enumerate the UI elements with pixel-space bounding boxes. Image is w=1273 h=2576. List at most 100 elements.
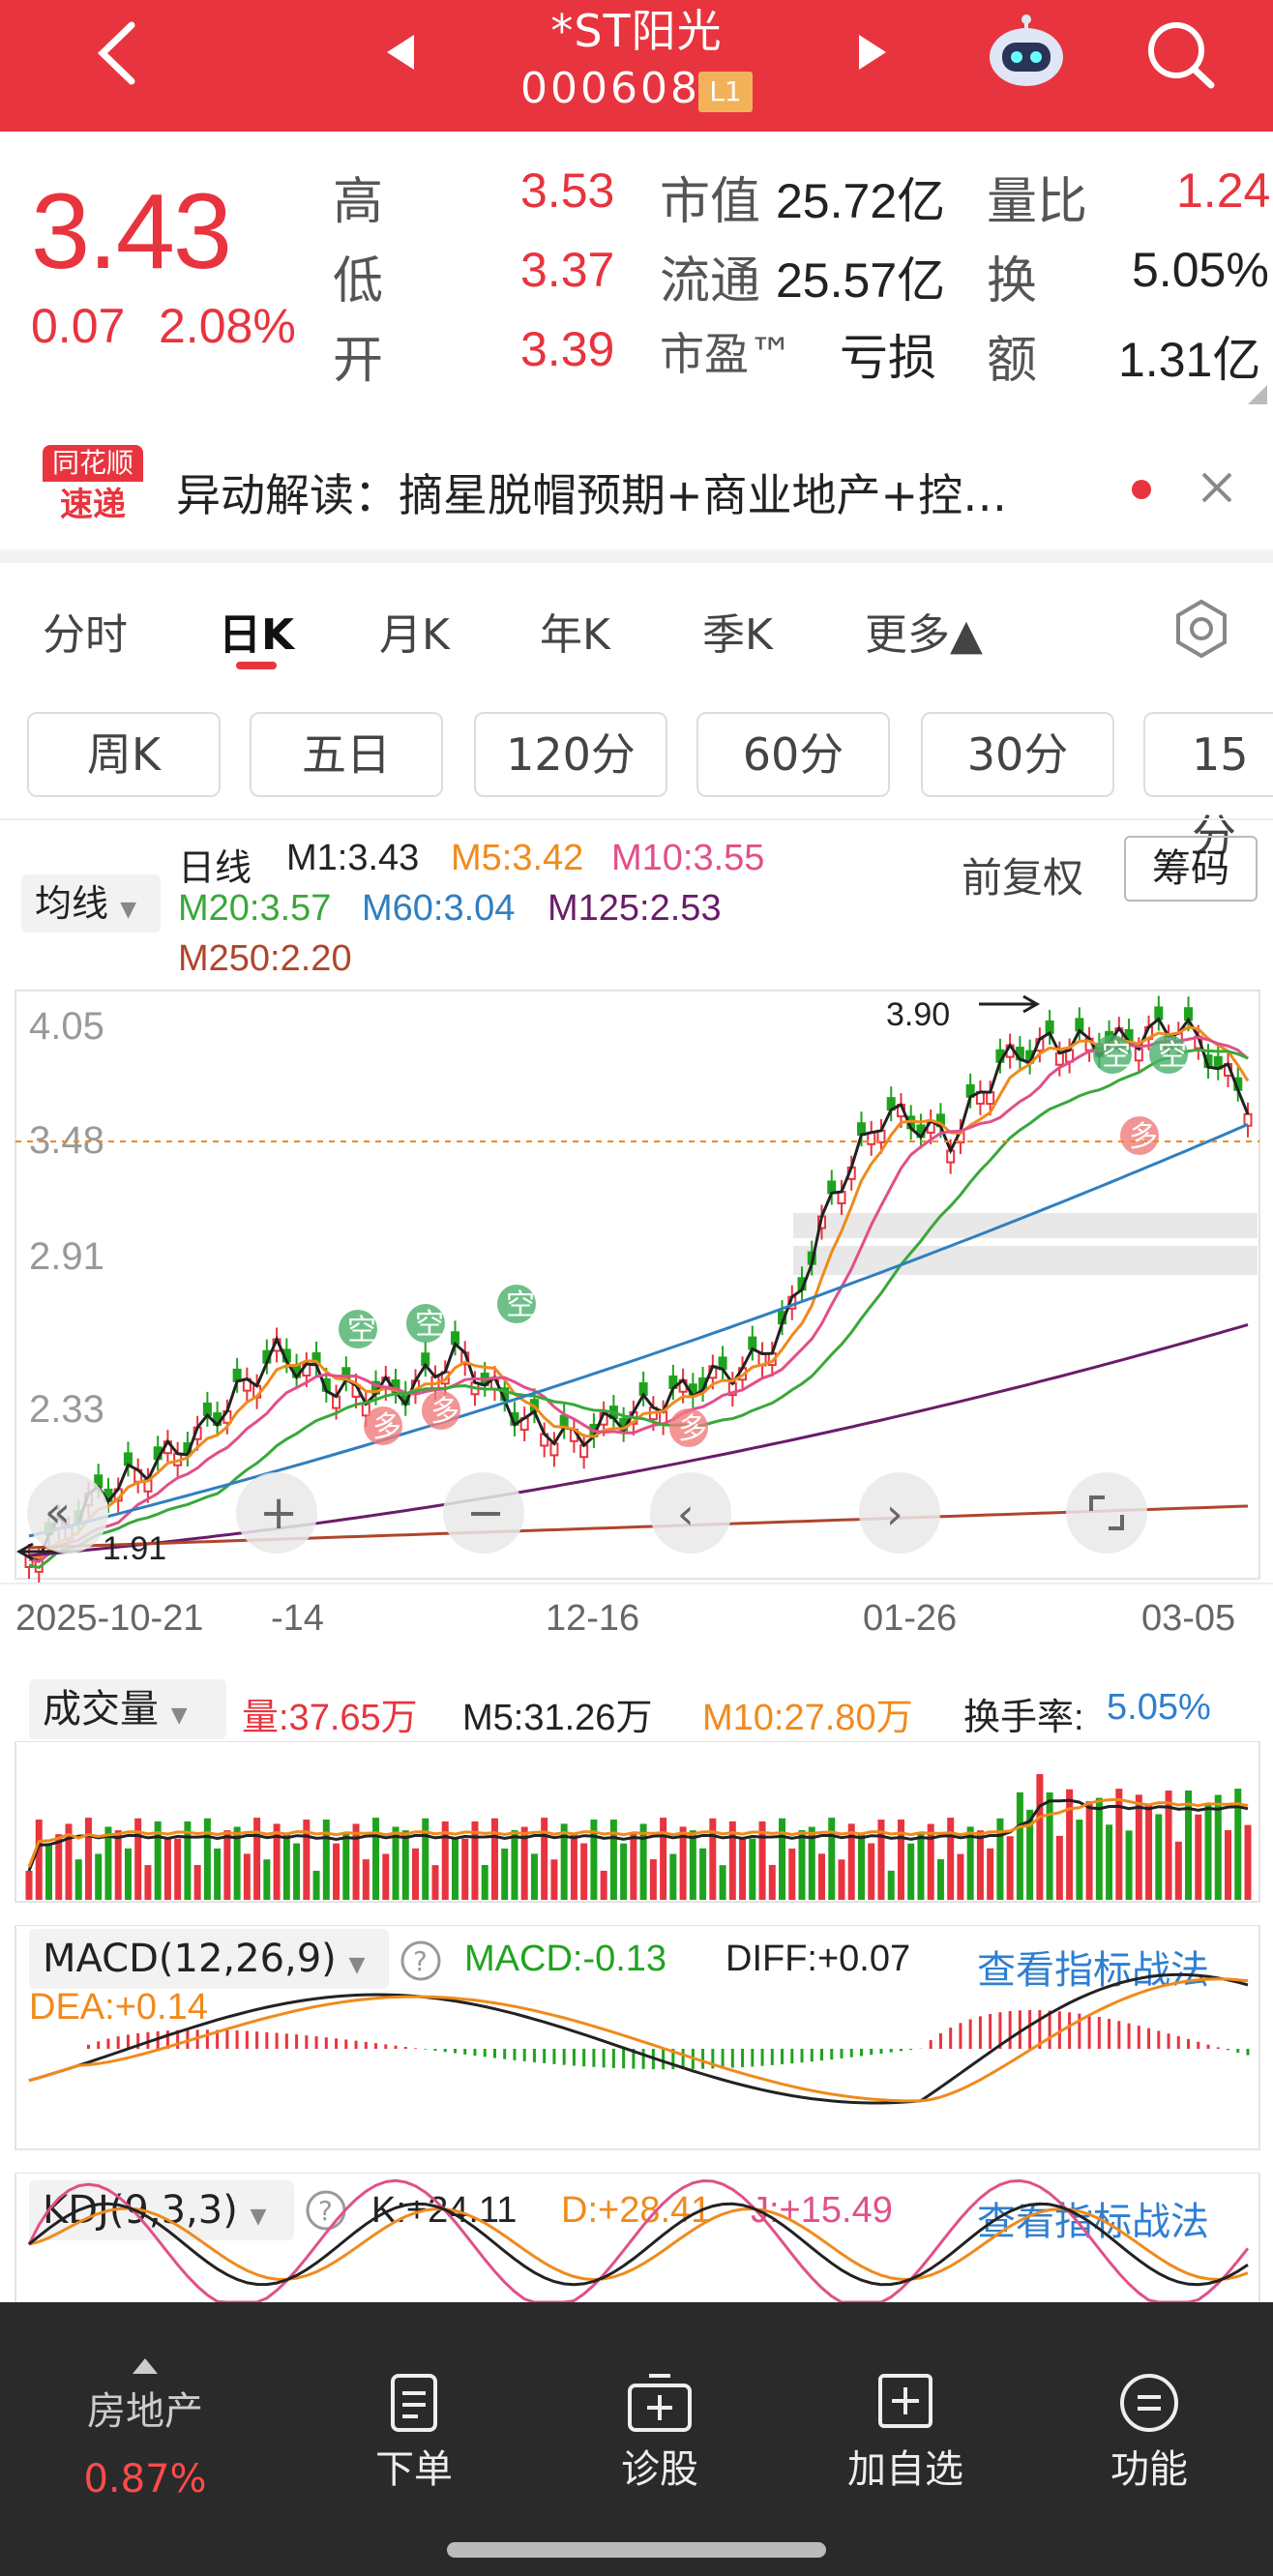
macd-value: MACD:-0.13	[464, 1939, 667, 1979]
tab-more[interactable]: 更多▲	[865, 610, 983, 660]
volume-bar	[25, 1871, 33, 1900]
open-value: 3.39	[520, 322, 615, 376]
volume-bar	[214, 1848, 222, 1900]
unread-dot	[1132, 480, 1151, 499]
sub-tab-15min[interactable]: 15分	[1143, 712, 1273, 862]
volume-bar	[174, 1838, 182, 1900]
volume-bar	[74, 1859, 82, 1900]
robot-assistant-icon[interactable]	[983, 14, 1070, 91]
kdj-j: J:+15.49	[751, 2190, 893, 2231]
turnover-value: 5.05%	[1132, 243, 1269, 297]
ths-logo: 同花顺 速递	[43, 445, 143, 528]
turnover-rate-value: 5.05%	[1107, 1687, 1211, 1728]
volume-ma5	[27, 1798, 1249, 1872]
level-badge: L1	[698, 72, 753, 112]
volume-bar	[511, 1830, 518, 1900]
expand-corner-icon[interactable]	[1248, 385, 1267, 404]
search-icon[interactable]	[1141, 15, 1219, 93]
kdj-chart[interactable]	[0, 2173, 1273, 2302]
back-icon[interactable]	[93, 19, 141, 87]
volume-bar	[1155, 1814, 1163, 1900]
news-text[interactable]: 异动解读：摘星脱帽预期+商业地产+控…	[176, 469, 1008, 521]
date-tick: 2025-10-21	[15, 1598, 204, 1639]
price-tick: 2.91	[29, 1235, 104, 1278]
kdj-k-line	[28, 2202, 1249, 2287]
close-icon[interactable]	[1198, 468, 1236, 507]
volume-bar	[1225, 1829, 1232, 1900]
zoom-out-button	[443, 1472, 524, 1554]
volume-bar	[1185, 1790, 1193, 1900]
tab-daily-k[interactable]: 日K	[219, 610, 295, 660]
divider	[0, 818, 1273, 820]
scroll-right-button	[859, 1472, 940, 1554]
low-mark: 1.91	[103, 1530, 166, 1567]
sub-tab-30min[interactable]: 30分	[921, 712, 1114, 797]
high-value: 3.53	[520, 163, 615, 218]
adjust-label[interactable]: 前复权	[962, 854, 1084, 902]
vol-ratio-value: 1.24	[1176, 163, 1271, 218]
volume-chart[interactable]	[0, 1741, 1273, 1906]
stock-name: *ST阳光	[550, 5, 723, 57]
tab-quarterly-k[interactable]: 季K	[702, 610, 773, 660]
volume-bar	[857, 1834, 865, 1900]
next-stock-icon[interactable]	[855, 33, 888, 72]
volume-bar	[609, 1819, 617, 1900]
ma-dropdown[interactable]: 均线 ▼	[21, 874, 161, 933]
date-tick: -14	[271, 1598, 324, 1639]
nav-functions[interactable]: 功能	[1052, 2372, 1246, 2494]
mktcap-value: 25.72亿	[776, 174, 946, 228]
tab-yearly-k[interactable]: 年K	[540, 610, 610, 660]
active-tab-indicator	[236, 662, 277, 669]
volume-bar	[560, 1823, 568, 1900]
volume-bar	[808, 1826, 815, 1900]
sub-tab-60min[interactable]: 60分	[696, 712, 890, 797]
signal-badge	[1149, 1035, 1188, 1074]
nav-order[interactable]: 下单	[317, 2372, 511, 2494]
volume-bar	[1095, 1797, 1103, 1900]
volume-bar	[203, 1818, 211, 1900]
volume-bar	[1174, 1841, 1182, 1900]
nav-diagnose[interactable]: 诊股	[563, 2372, 756, 2494]
kdj-dropdown[interactable]: KDJ(9,3,3) ▼	[29, 2180, 294, 2240]
signal-badge	[497, 1285, 536, 1323]
volume-bar	[887, 1870, 895, 1900]
volume-bar	[689, 1830, 696, 1900]
help-icon[interactable]: ?	[399, 1939, 443, 1983]
candle	[332, 1395, 341, 1409]
volume-bar	[412, 1848, 420, 1900]
tab-monthly-k[interactable]: 月K	[379, 610, 450, 660]
volume-bar	[728, 1821, 736, 1900]
pe-value: 亏损	[840, 331, 936, 385]
ma-m20: M20:3.57	[178, 888, 332, 929]
sub-tab-120min[interactable]: 120分	[474, 712, 667, 797]
volume-dropdown[interactable]: 成交量 ▼	[29, 1679, 226, 1739]
sector-info[interactable]: 房地产 0.87%	[48, 2356, 242, 2502]
ma-m1: M1:3.43	[286, 838, 420, 878]
chip-button[interactable]: 筹码	[1124, 836, 1258, 902]
volume-bar	[739, 1838, 747, 1900]
price-tick: 4.05	[29, 1005, 104, 1048]
macd-chart[interactable]	[0, 1925, 1273, 2153]
sub-tab-5day[interactable]: 五日	[250, 712, 443, 797]
volume-bar	[1016, 1791, 1023, 1900]
volume-bar	[382, 1853, 390, 1900]
turnover-label: 换	[987, 252, 1038, 311]
volume-bar	[1106, 1824, 1113, 1900]
pe-label: 市盈™	[660, 328, 793, 380]
volume-bar	[154, 1821, 162, 1900]
kline-chart[interactable]: 空空空空 空多 多多多 3.90 1.91 4.05 3.48 2.91 2.33 …	[0, 985, 1273, 1662]
settings-icon[interactable]	[1170, 598, 1232, 660]
nav-add-watchlist[interactable]: 加自选	[809, 2372, 1002, 2494]
volume-bar	[243, 1853, 251, 1900]
volume-bar	[976, 1830, 984, 1900]
news-bar[interactable]: 同花顺 速递 异动解读：摘星脱帽预期+商业地产+控…	[0, 422, 1273, 563]
volume-bar	[550, 1859, 558, 1900]
date-tick: 01-26	[863, 1598, 958, 1639]
signal-badge	[406, 1304, 445, 1343]
sub-tab-weekly[interactable]: 周K	[27, 712, 221, 797]
volume-bar	[590, 1820, 598, 1900]
volume-bar	[1234, 1789, 1242, 1900]
prev-stock-icon[interactable]	[385, 33, 418, 72]
tab-intraday[interactable]: 分时	[43, 610, 128, 660]
macd-dropdown[interactable]: MACD(12,26,9) ▼	[29, 1929, 389, 1989]
